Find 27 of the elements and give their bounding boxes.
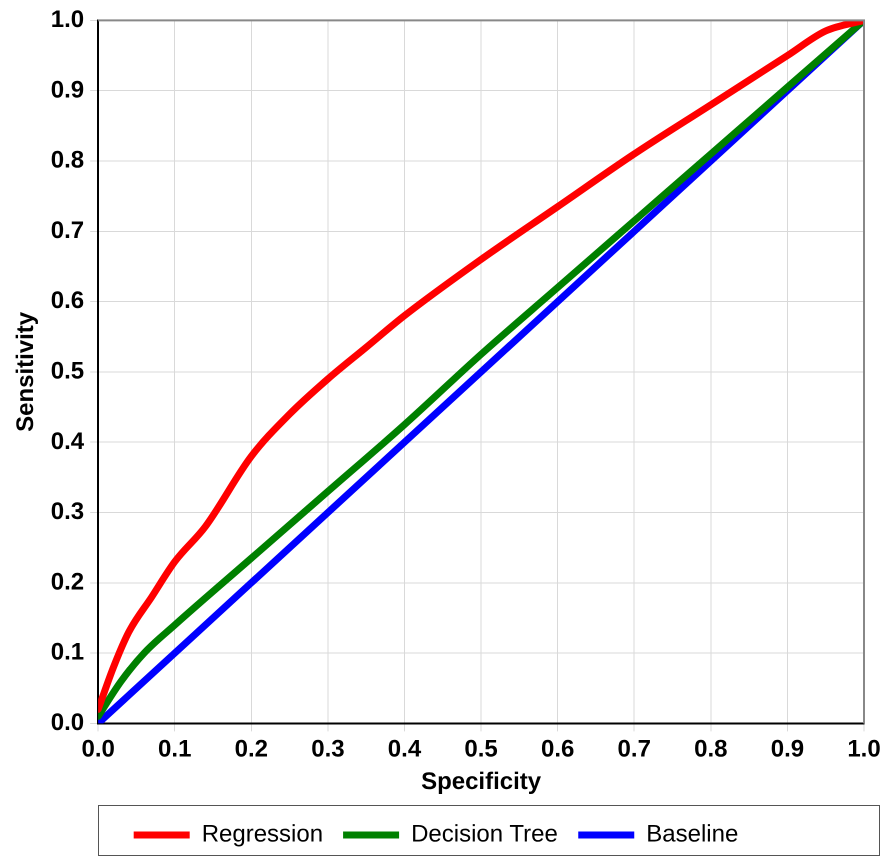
- y-tick-label: 0.6: [50, 287, 84, 314]
- legend-label: Regression: [202, 820, 324, 848]
- x-tick-label: 0.4: [388, 735, 422, 762]
- x-tick-label: 0.1: [158, 735, 192, 762]
- x-tick-label: 1.0: [847, 735, 881, 762]
- legend-label: Baseline: [646, 820, 738, 848]
- x-tick-label: 0.3: [311, 735, 345, 762]
- y-tick-label: 0.1: [50, 638, 84, 666]
- y-tick-label: 0.8: [50, 146, 84, 174]
- x-tick-label: 0.0: [81, 735, 115, 762]
- y-tick-label: 0.0: [50, 709, 84, 736]
- x-tick-label: 0.2: [234, 735, 268, 762]
- y-tick-label: 0.4: [50, 428, 85, 455]
- y-tick-label: 0.3: [50, 498, 84, 526]
- x-tick-label: 0.6: [540, 735, 574, 762]
- x-tick-label: 0.8: [694, 735, 728, 762]
- x-tick-label: 0.7: [618, 735, 651, 762]
- y-tick-label: 0.7: [50, 216, 84, 244]
- x-tick-label: 0.9: [770, 735, 804, 762]
- y-tick-label: 0.9: [50, 76, 84, 104]
- y-tick-label: 0.5: [50, 358, 84, 385]
- y-tick-label: 0.2: [50, 568, 84, 596]
- y-axis-title: Sensitivity: [12, 311, 40, 432]
- x-tick-label: 0.5: [464, 735, 498, 762]
- y-tick-label: 1.0: [50, 6, 84, 34]
- legend-label: Decision Tree: [411, 820, 558, 848]
- x-axis-title: Specificity: [421, 768, 542, 796]
